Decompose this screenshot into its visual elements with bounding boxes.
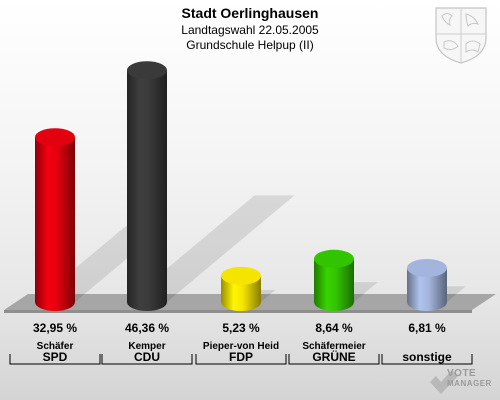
bar-shadow — [127, 195, 295, 302]
category-bracket — [288, 354, 380, 365]
party-label: FDP — [229, 350, 253, 364]
chart-subtitle: Landtagswahl 22.05.2005 — [181, 23, 319, 37]
bar-top — [127, 61, 167, 80]
value-label: 32,95 % — [33, 321, 77, 335]
bar-sonstige — [407, 258, 447, 311]
bar-top — [407, 258, 447, 277]
bar-body — [314, 258, 354, 311]
bar-body — [127, 70, 167, 311]
party-label: GRÜNE — [312, 349, 355, 364]
bar-fdp — [221, 266, 261, 311]
watermark-line2: MANAGER — [447, 379, 492, 388]
bar-cdu — [127, 61, 167, 311]
bar-body — [407, 267, 447, 311]
candidate-label: Kemper — [128, 341, 165, 352]
value-label: 8,64 % — [315, 321, 353, 335]
candidate-label: Schäfer — [37, 341, 74, 352]
value-label: 5,23 % — [222, 321, 260, 335]
bar-top — [314, 249, 354, 268]
watermark-line1: VOTE — [447, 368, 477, 379]
chart-subtitle-location: Grundschule Helpup (II) — [186, 38, 314, 52]
category-bracket — [381, 354, 473, 365]
bar-grüne — [314, 249, 354, 311]
category-bracket — [101, 354, 193, 365]
category-bracket — [9, 354, 101, 365]
bar-top — [221, 266, 261, 285]
party-label: sonstige — [402, 350, 452, 364]
chart-floor-edge — [4, 310, 472, 313]
party-label: SPD — [43, 350, 68, 364]
category-bracket — [195, 354, 287, 365]
coat-of-arms-icon — [435, 7, 487, 64]
bar-top — [35, 128, 75, 147]
vote-manager-check-icon — [430, 370, 458, 394]
value-label: 46,36 % — [125, 321, 169, 335]
bar-body — [35, 137, 75, 311]
chart-title: Stadt Oerlinghausen — [181, 5, 319, 21]
candidate-label: Schäfermeier — [302, 341, 365, 352]
candidate-label: Pieper-von Heid — [203, 341, 279, 352]
vote-manager-watermark: VOTE MANAGER — [447, 369, 492, 389]
bar-body — [221, 275, 261, 311]
party-label: CDU — [134, 350, 160, 364]
bar-spd — [35, 128, 75, 311]
value-label: 6,81 % — [408, 321, 446, 335]
